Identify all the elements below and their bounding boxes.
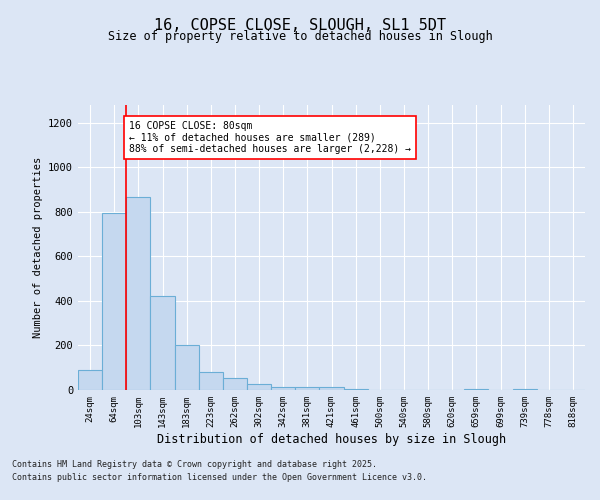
- Bar: [175, 346, 199, 390]
- Text: Contains HM Land Registry data © Crown copyright and database right 2025.: Contains HM Land Registry data © Crown c…: [12, 460, 377, 469]
- Bar: [151, 296, 175, 390]
- Text: 16, COPSE CLOSE, SLOUGH, SL1 5DT: 16, COPSE CLOSE, SLOUGH, SL1 5DT: [154, 18, 446, 32]
- X-axis label: Distribution of detached houses by size in Slough: Distribution of detached houses by size …: [157, 432, 506, 446]
- Bar: [247, 384, 271, 390]
- Bar: [199, 372, 223, 390]
- Bar: [223, 378, 247, 390]
- Text: 16 COPSE CLOSE: 80sqm
← 11% of detached houses are smaller (289)
88% of semi-det: 16 COPSE CLOSE: 80sqm ← 11% of detached …: [128, 120, 410, 154]
- Y-axis label: Number of detached properties: Number of detached properties: [32, 157, 43, 338]
- Bar: [271, 388, 295, 390]
- Bar: [102, 213, 126, 390]
- Text: Contains public sector information licensed under the Open Government Licence v3: Contains public sector information licen…: [12, 472, 427, 482]
- Bar: [295, 388, 319, 390]
- Bar: [344, 389, 368, 390]
- Bar: [78, 370, 102, 390]
- Bar: [126, 196, 151, 390]
- Bar: [319, 388, 344, 390]
- Bar: [464, 389, 488, 390]
- Bar: [512, 389, 537, 390]
- Text: Size of property relative to detached houses in Slough: Size of property relative to detached ho…: [107, 30, 493, 43]
